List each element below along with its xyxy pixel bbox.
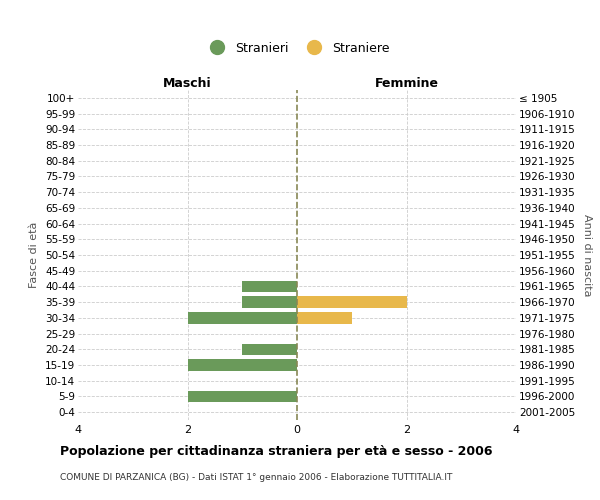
Bar: [242, 296, 297, 308]
Bar: [297, 312, 352, 324]
Bar: [187, 391, 297, 402]
Y-axis label: Fasce di età: Fasce di età: [29, 222, 40, 288]
Legend: Stranieri, Straniere: Stranieri, Straniere: [199, 37, 395, 60]
Text: COMUNE DI PARZANICA (BG) - Dati ISTAT 1° gennaio 2006 - Elaborazione TUTTITALIA.: COMUNE DI PARZANICA (BG) - Dati ISTAT 1°…: [60, 473, 452, 482]
Bar: [242, 281, 297, 292]
Text: Maschi: Maschi: [163, 77, 212, 90]
Y-axis label: Anni di nascita: Anni di nascita: [582, 214, 592, 296]
Bar: [297, 296, 407, 308]
Text: Femmine: Femmine: [374, 77, 439, 90]
Bar: [187, 360, 297, 370]
Bar: [242, 344, 297, 355]
Bar: [187, 312, 297, 324]
Text: Popolazione per cittadinanza straniera per età e sesso - 2006: Popolazione per cittadinanza straniera p…: [60, 445, 493, 458]
